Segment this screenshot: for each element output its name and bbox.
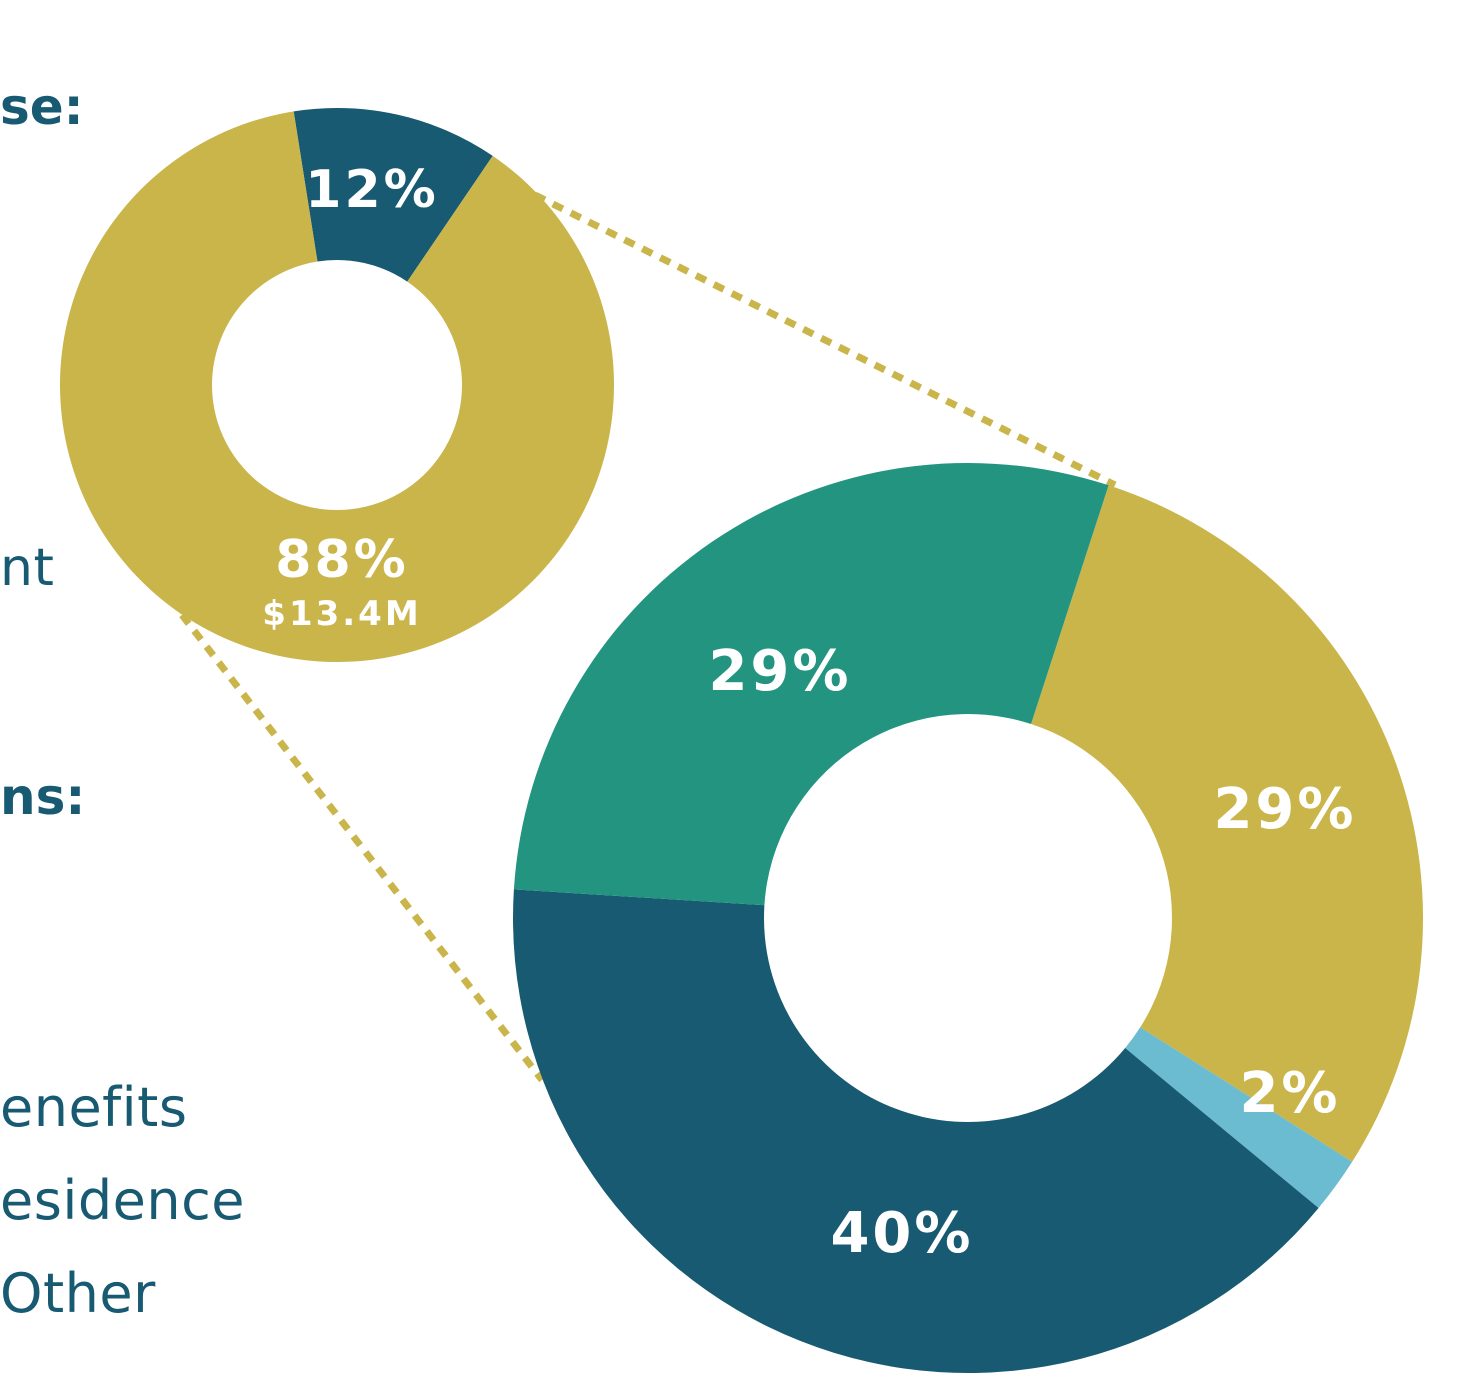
connector-line-upper [533, 191, 1117, 489]
text-fragment-middle: nt [0, 538, 55, 598]
data-sublabel-1: $13.4M [262, 594, 421, 634]
data-label-12-0: 12% [305, 160, 438, 220]
connector-line-lower [179, 612, 545, 1083]
slice-29-3 [513, 463, 1109, 906]
slice-2-1 [1125, 1027, 1353, 1209]
legend-item-residence: esidence [0, 1169, 245, 1232]
donut-chart-breakdown: 29% 2% 40% 29% [512, 463, 1424, 1374]
slice-12-0 [293, 108, 493, 282]
data-label-29-3: 29% [708, 639, 851, 704]
slice-40-2 [512, 889, 1319, 1374]
legend-item-benefits: enefits [0, 1076, 188, 1139]
donut-chart-overall: 12% 88%$13.4M [59, 108, 614, 663]
legend-item-other: Other [0, 1262, 156, 1325]
data-label-2-1: 2% [1239, 1061, 1340, 1126]
slice-88-1 [59, 111, 614, 663]
data-label-29-0: 29% [1213, 777, 1356, 842]
data-label-40-2: 40% [830, 1201, 973, 1266]
data-label-88-1: 88% [275, 530, 408, 590]
heading-fragment-bottom: ns: [0, 768, 86, 826]
slice-29-0 [1031, 485, 1424, 1162]
heading-fragment-top: se: [0, 78, 84, 136]
